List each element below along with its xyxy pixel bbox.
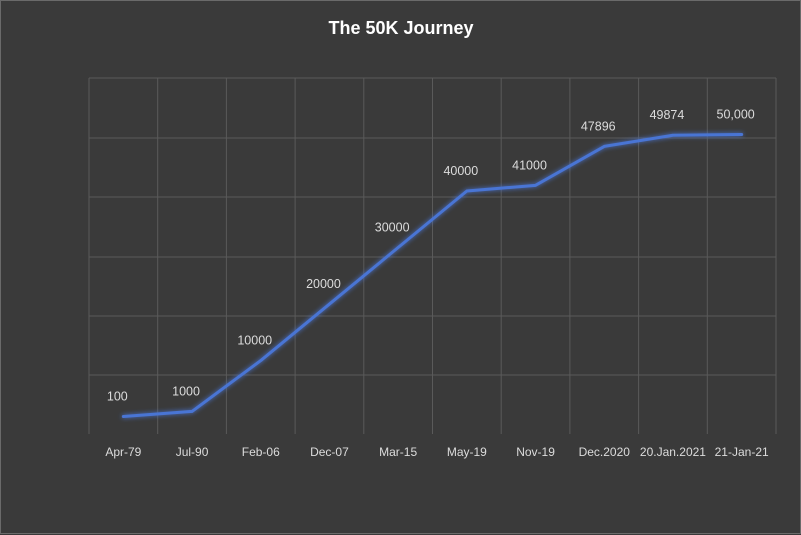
data-label: 10000 bbox=[237, 334, 272, 348]
x-tick-label: May-19 bbox=[447, 445, 487, 459]
series-line bbox=[121, 133, 744, 418]
x-tick-label: Apr-79 bbox=[105, 445, 141, 459]
x-tick-label: Mar-15 bbox=[379, 445, 417, 459]
x-tick-label: 21-Jan-21 bbox=[715, 445, 769, 459]
data-label: 41000 bbox=[512, 158, 547, 172]
series-line-group bbox=[121, 133, 744, 418]
x-tick-label: Nov-19 bbox=[516, 445, 555, 459]
x-tick-label: Jul-90 bbox=[176, 445, 209, 459]
x-tick-label: 20.Jan.2021 bbox=[640, 445, 706, 459]
gridlines bbox=[88, 77, 777, 434]
data-label: 49874 bbox=[650, 108, 685, 122]
data-label: 20000 bbox=[306, 277, 341, 291]
data-label: 50,000 bbox=[717, 108, 755, 122]
data-label: 100 bbox=[107, 389, 128, 403]
x-tick-label: Feb-06 bbox=[242, 445, 280, 459]
data-label: 1000 bbox=[172, 384, 200, 398]
data-labels: 100 1000 10000 20000 30000 40000 41000 47896 498… bbox=[107, 108, 755, 404]
x-axis-tick-labels: Apr-79 Jul-90 Feb-06 Dec-07 Mar-15 May-19 Nov-… bbox=[105, 445, 769, 459]
data-label: 47896 bbox=[581, 119, 616, 133]
data-label: 40000 bbox=[443, 164, 478, 178]
data-label: 30000 bbox=[375, 221, 410, 235]
chart-title: The 50K Journey bbox=[328, 18, 473, 38]
x-tick-label: Dec-07 bbox=[310, 445, 349, 459]
x-tick-label: Dec.2020 bbox=[579, 445, 631, 459]
